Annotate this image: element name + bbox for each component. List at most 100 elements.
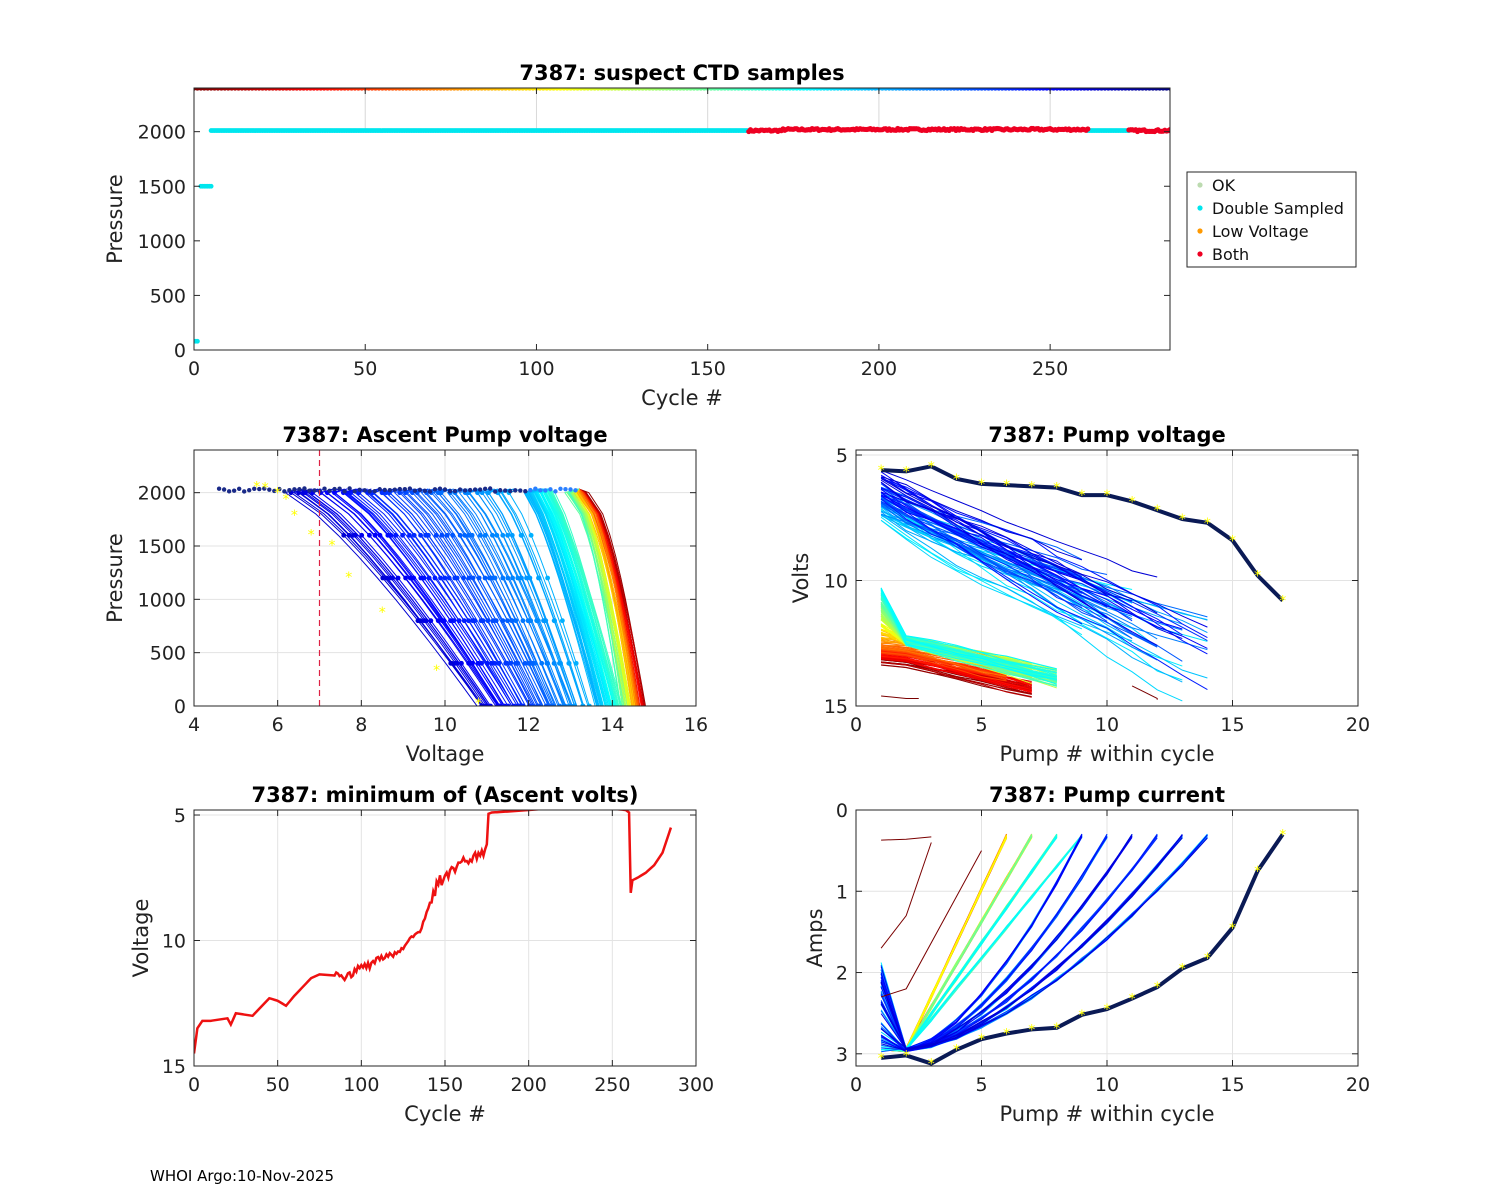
deep-sample-point	[467, 487, 473, 493]
ascent-profile-line	[319, 488, 497, 706]
last-cycle-marker: *	[274, 486, 281, 502]
ascent-sample-point	[466, 532, 472, 538]
last-cycle-marker: *	[1129, 494, 1136, 510]
pump-voltage-line	[880, 481, 1133, 602]
ascent-sample-point	[439, 618, 445, 624]
cycle-marker	[1167, 88, 1170, 91]
ascent-profile-line	[388, 488, 531, 706]
ascent-profile-line	[458, 488, 564, 706]
pump-voltage-line	[880, 494, 1083, 597]
ascent-profile-line	[464, 488, 565, 706]
pump-voltage-line	[880, 588, 1057, 680]
ascent-profile-line	[540, 488, 612, 706]
legend: OK Double Sampled Low Voltage Both	[1186, 171, 1357, 268]
ascent-profile-line	[425, 488, 549, 706]
ascent-profile-line	[481, 488, 576, 706]
pump-voltage-line	[880, 495, 1083, 625]
deep-sample-point	[503, 488, 508, 493]
ascent-sample-point	[393, 532, 399, 538]
last-cycle-marker: *	[291, 508, 298, 524]
ascent-sample-point	[407, 532, 412, 538]
ascent-sample-point	[510, 575, 515, 581]
ascent-sample-point	[534, 703, 540, 706]
x-tick-label: 50	[353, 358, 377, 380]
plot-content	[194, 810, 673, 1054]
deep-sample-point	[272, 488, 277, 494]
ascent-sample-point	[466, 575, 472, 581]
y-axis-label: Volts	[789, 553, 813, 604]
deep-sample-point	[257, 486, 262, 492]
last-cycle-marker: *	[1254, 568, 1261, 584]
ascent-sample-point	[580, 703, 586, 706]
x-axis-label: Pump # within cycle	[1000, 742, 1215, 766]
last-cycle-marker: *	[433, 663, 440, 679]
deep-sample-point	[472, 487, 478, 492]
deep-sample-point	[231, 488, 237, 493]
last-cycle-marker: *	[1204, 516, 1211, 532]
pump-current-line	[880, 837, 1208, 1052]
deep-sample-point	[412, 488, 418, 493]
ascent-sample-point	[466, 618, 471, 624]
last-cycle-marker: *	[1003, 478, 1010, 494]
ascent-sample-point	[505, 618, 510, 624]
deep-sample-point	[553, 489, 558, 494]
x-tick-label: 20	[1346, 714, 1370, 736]
legend-marker	[1197, 205, 1203, 211]
ascent-sample-point	[496, 660, 501, 666]
deep-sample-point	[427, 489, 433, 494]
ascent-sample-point	[438, 575, 443, 581]
last-cycle-marker: *	[878, 463, 885, 479]
ascent-profile-line	[364, 488, 515, 706]
ascent-sample-point	[566, 660, 572, 666]
last-cycle-marker: *	[345, 570, 352, 586]
ascent-profile-line	[468, 488, 573, 706]
deep-sample-point	[457, 487, 463, 492]
ascent-profile-line	[567, 488, 621, 706]
deep-sample-point	[518, 488, 523, 493]
deep-sample-point	[332, 486, 337, 492]
ascent-sample-point	[470, 618, 475, 624]
deep-sample-point	[513, 488, 518, 493]
ascent-sample-point	[500, 618, 506, 624]
deep-sample-point	[538, 488, 543, 493]
ascent-sample-point	[559, 618, 565, 624]
deep-sample-point	[382, 487, 387, 493]
y-tick-label: 1500	[138, 176, 186, 198]
ascent-sample-point	[395, 575, 401, 581]
ascent-sample-point	[551, 660, 557, 666]
x-tick-label: 10	[1095, 714, 1119, 736]
ascent-sample-point	[503, 660, 509, 666]
ascent-profile-line	[534, 488, 604, 706]
ascent-sample-point	[452, 575, 458, 581]
ascent-profile-line	[404, 488, 538, 706]
x-tick-label: 300	[678, 1074, 714, 1096]
last-cycle-marker: *	[1104, 1002, 1111, 1018]
y-tick-label: 0	[174, 696, 186, 718]
last-cycle-marker: *	[1053, 481, 1060, 497]
y-axis-label: Amps	[803, 908, 827, 967]
deep-sample-point	[437, 486, 443, 491]
axes-pumpcurrent: * * * * * * * * * * * * * * * * * 0 5 10 15 20 0 1 2 3 7387: Pump …	[803, 783, 1370, 1126]
ascent-sample-point	[470, 575, 476, 581]
ascent-sample-point	[407, 575, 413, 581]
ascent-profile-line	[302, 488, 486, 706]
ascent-sample-point	[500, 532, 506, 538]
pump-voltage-line	[880, 495, 1208, 641]
deep-sample-point	[543, 488, 548, 493]
ascent-sample-point	[557, 660, 562, 666]
ascent-sample-point	[515, 575, 521, 581]
deep-sample-point	[432, 487, 438, 492]
legend-marker	[1197, 182, 1203, 188]
deep-sample-point	[297, 487, 302, 492]
deep-sample-point	[337, 486, 342, 491]
deep-sample-point	[417, 487, 423, 493]
ascent-sample-point	[359, 532, 365, 538]
last-cycle-marker: *	[1003, 1026, 1010, 1042]
last-cycle-marker: *	[903, 1048, 910, 1064]
legend-marker	[1197, 251, 1203, 257]
ascent-sample-point	[385, 532, 391, 538]
chart-title: 7387: Pump voltage	[988, 423, 1226, 447]
y-tick-label: 2000	[138, 483, 186, 505]
ascent-sample-point	[461, 618, 467, 624]
ascent-profile-line	[572, 488, 628, 706]
